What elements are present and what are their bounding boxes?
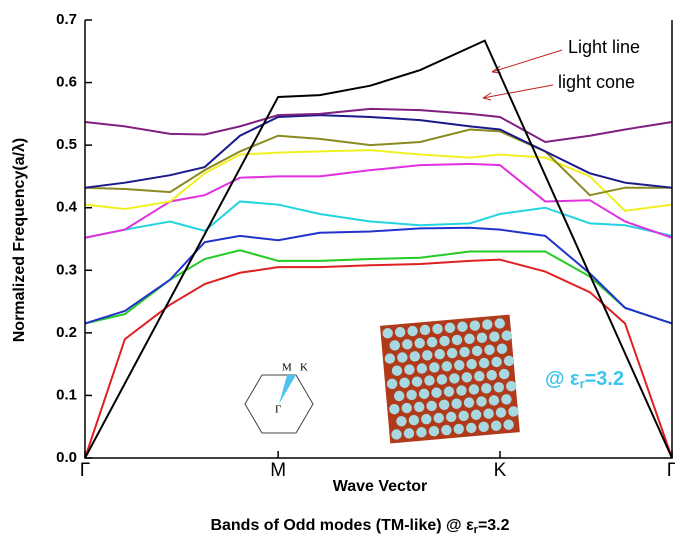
y-tick-label: 0.2 <box>56 324 77 341</box>
bz-inset: M K Γ <box>245 362 313 433</box>
band-line <box>85 228 672 324</box>
x-tick-label: M <box>270 460 286 481</box>
annotation: Light line <box>568 37 640 57</box>
y-axis-title: Normalized Frequency(a/λ) <box>11 138 28 343</box>
y-tick-label: 0.3 <box>56 261 77 278</box>
band-line <box>85 260 672 458</box>
y-tick-label: 0.0 <box>56 449 77 466</box>
annotation: light cone <box>558 72 635 92</box>
y-tick-label: 0.6 <box>56 74 77 91</box>
caption: Bands of Odd modes (TM-like) @ εr=3.2 <box>210 517 509 536</box>
inset-label: K <box>300 362 308 374</box>
y-tick-label: 0.1 <box>56 386 77 403</box>
chart: Normalized Frequency(a/λ) Wave Vector Ba… <box>0 0 675 542</box>
annotation: @ εr=3.2 <box>545 368 624 391</box>
crystal-image <box>380 315 520 444</box>
y-tick-label: 0.5 <box>56 136 77 153</box>
x-tick-label: Γ <box>80 460 90 481</box>
band-line <box>85 201 672 237</box>
y-tick-label: 0.7 <box>56 11 77 28</box>
band-line <box>85 41 672 458</box>
band-line <box>85 109 672 142</box>
inset-label: M <box>282 362 292 374</box>
y-tick-label: 0.4 <box>56 199 78 216</box>
annotation-arrows <box>483 50 562 100</box>
x-tick-label: Γ <box>667 460 675 481</box>
band-line <box>85 130 672 196</box>
inset-label: Γ <box>275 404 281 416</box>
x-axis-title: Wave Vector <box>333 478 428 495</box>
x-tick-label: K <box>494 460 507 481</box>
